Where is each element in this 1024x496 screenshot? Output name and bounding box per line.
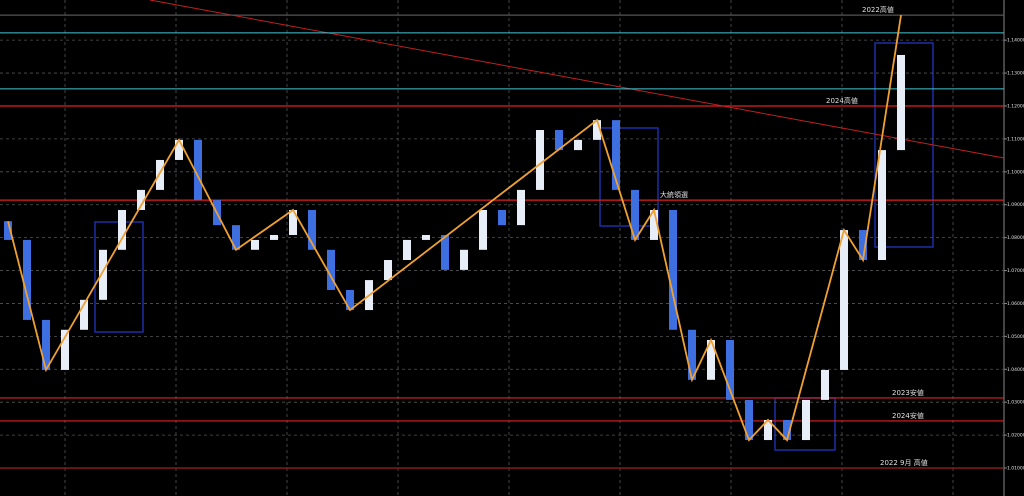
candle-body [764,419,772,441]
candle-body [327,249,335,290]
candle-body [631,189,639,240]
y-tick-label: 1.08000 [1007,235,1024,241]
y-tick-label: 1.06000 [1007,301,1024,307]
candle-body [232,225,240,250]
candle-body [460,249,468,270]
candle-body [859,230,867,261]
candle-body [479,209,487,250]
candle-body [783,419,791,441]
candle-body [308,209,316,250]
candle-body [23,239,31,320]
y-tick-label: 1.11000 [1007,136,1024,142]
candle-body [289,209,297,235]
range-box [599,127,659,227]
y-tick-label: 1.09000 [1007,202,1024,208]
y-tick-label: 1.12000 [1007,103,1024,109]
candle-body [726,339,734,400]
candle-body [612,120,620,190]
candle-body [194,139,202,201]
trendline [149,0,1005,159]
candle-body [251,239,259,250]
candle-body [99,249,107,300]
candle-body [821,369,829,400]
candle-body [707,339,715,380]
candle-body [422,234,430,240]
candle-body [574,139,582,151]
candle-body [593,120,601,140]
candle-body [61,329,69,370]
candle-body [897,54,905,151]
level-label: 2023安値 [892,388,924,397]
candle-body [802,399,810,441]
zigzag-line [7,15,902,442]
candle-body [118,209,126,250]
candle-body [840,230,848,370]
candle-body [536,130,544,190]
candle-body [650,209,658,240]
candle-body [498,209,506,226]
level-label: 2024高値 [826,96,858,105]
candle-body [4,221,12,240]
candle-body [555,130,563,151]
y-tick-label: 1.04000 [1007,367,1024,373]
candle-body [270,234,278,240]
candle-body [346,289,354,311]
candle-body [669,209,677,330]
y-tick-label: 1.02000 [1007,433,1024,439]
y-tick-label: 1.01000 [1007,466,1024,472]
y-tick-label: 1.13000 [1007,71,1024,77]
candle-body [156,159,164,190]
candle-body [745,399,753,441]
y-tick-label: 1.03000 [1007,400,1024,406]
candle-body [403,239,411,261]
candle-body [441,234,449,270]
candle-body [42,319,50,370]
y-tick-label: 1.05000 [1007,334,1024,340]
y-tick-label: 1.14000 [1007,38,1024,44]
candle-body [878,150,886,261]
candle-body [80,299,88,330]
level-label: 2022高値 [862,5,894,14]
candle-body [688,329,696,380]
candle-body [384,260,392,281]
level-label: 2022 9月 高値 [880,458,928,467]
level-label: 大統領選 [660,190,688,199]
level-label: 2024安値 [892,411,924,420]
y-tick-label: 1.07000 [1007,268,1024,274]
candle-body [137,189,145,210]
candle-body [175,139,183,160]
candle-body [517,189,525,226]
y-tick-label: 1.10000 [1007,169,1024,175]
